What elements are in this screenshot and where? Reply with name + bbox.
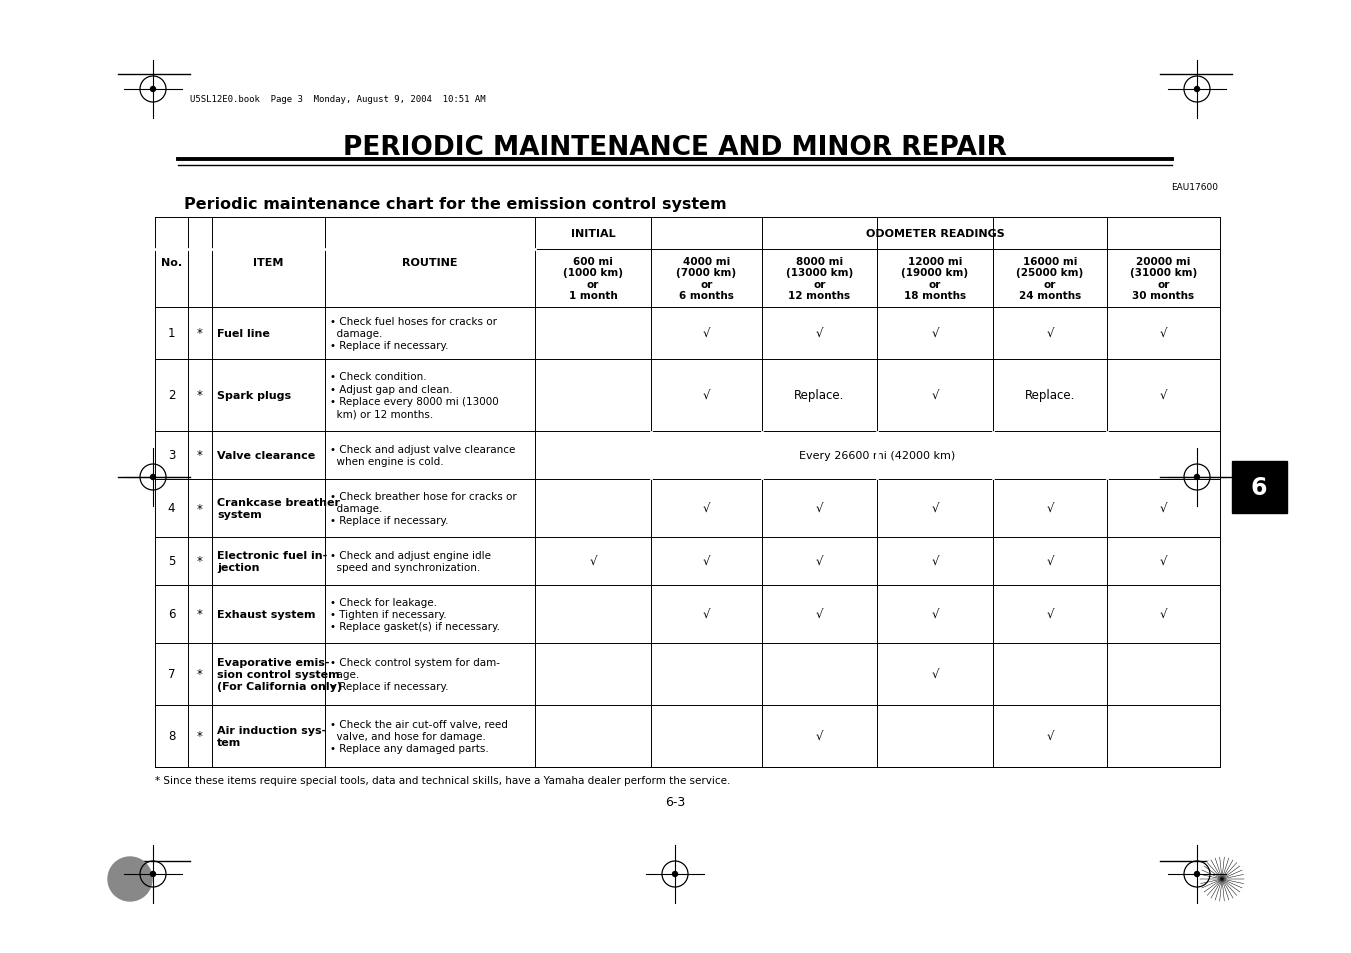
Text: 5: 5	[168, 555, 176, 568]
Text: • Check for leakage.
• Tighten if necessary.
• Replace gasket(s) if necessary.: • Check for leakage. • Tighten if necess…	[330, 597, 500, 632]
Text: PERIODIC MAINTENANCE AND MINOR REPAIR: PERIODIC MAINTENANCE AND MINOR REPAIR	[343, 135, 1006, 161]
Bar	[1232, 461, 1288, 514]
Text: √: √	[816, 327, 823, 340]
Text: *: *	[197, 389, 203, 402]
Text: • Check fuel hoses for cracks or
  damage.
• Replace if necessary.: • Check fuel hoses for cracks or damage.…	[330, 316, 497, 351]
Text: √: √	[816, 502, 823, 515]
Text: 4: 4	[168, 502, 176, 515]
Text: √: √	[931, 502, 939, 515]
Text: U5SL12E0.book  Page 3  Monday, August 9, 2004  10:51 AM: U5SL12E0.book Page 3 Monday, August 9, 2…	[190, 95, 485, 105]
Text: Fuel line: Fuel line	[218, 329, 270, 338]
Text: Spark plugs: Spark plugs	[218, 391, 290, 400]
Text: Exhaust system: Exhaust system	[218, 609, 316, 619]
Text: √: √	[1159, 608, 1167, 620]
Text: ODOMETER READINGS: ODOMETER READINGS	[866, 229, 1005, 239]
Text: 7: 7	[168, 668, 176, 680]
Circle shape	[108, 857, 153, 901]
Text: √: √	[1159, 389, 1167, 402]
Text: √: √	[931, 327, 939, 340]
Circle shape	[1194, 475, 1200, 480]
Text: 3: 3	[168, 449, 176, 462]
Text: 8: 8	[168, 730, 176, 742]
Text: √: √	[816, 730, 823, 742]
Text: • Check control system for dam-
  age.
• Replace if necessary.: • Check control system for dam- age. • R…	[330, 657, 500, 692]
Text: • Check condition.
• Adjust gap and clean.
• Replace every 8000 mi (13000
  km) : • Check condition. • Adjust gap and clea…	[330, 372, 499, 419]
Text: 16000 mi
(25000 km)
or
24 months: 16000 mi (25000 km) or 24 months	[1016, 256, 1084, 301]
Text: √: √	[1159, 327, 1167, 340]
Text: √: √	[703, 502, 711, 515]
Text: √: √	[703, 389, 711, 402]
Text: • Check and adjust engine idle
  speed and synchronization.: • Check and adjust engine idle speed and…	[330, 550, 490, 573]
Circle shape	[673, 872, 677, 877]
Text: √: √	[931, 668, 939, 680]
Text: √: √	[703, 555, 711, 568]
Text: *: *	[197, 327, 203, 340]
Text: *: *	[197, 730, 203, 742]
Text: *: *	[197, 608, 203, 620]
Text: √: √	[703, 608, 711, 620]
Text: *: *	[197, 668, 203, 680]
Text: Valve clearance: Valve clearance	[218, 451, 315, 460]
Text: *: *	[197, 502, 203, 515]
Text: 2: 2	[168, 389, 176, 402]
Text: 600 mi
(1000 km)
or
1 month: 600 mi (1000 km) or 1 month	[563, 256, 623, 301]
Text: ITEM: ITEM	[254, 257, 284, 268]
Text: Periodic maintenance chart for the emission control system: Periodic maintenance chart for the emiss…	[184, 197, 727, 213]
Text: EAU17600: EAU17600	[1171, 183, 1219, 193]
Text: • Check the air cut-off valve, reed
  valve, and hose for damage.
• Replace any : • Check the air cut-off valve, reed valv…	[330, 719, 508, 754]
Text: √: √	[931, 555, 939, 568]
Text: Replace.: Replace.	[1025, 389, 1075, 402]
Text: * Since these items require special tools, data and technical skills, have a Yam: * Since these items require special tool…	[155, 775, 731, 785]
Text: • Check and adjust valve clearance
  when engine is cold.: • Check and adjust valve clearance when …	[330, 444, 515, 467]
Text: 12000 mi
(19000 km)
or
18 months: 12000 mi (19000 km) or 18 months	[901, 256, 969, 301]
Text: Crankcase breather
system: Crankcase breather system	[218, 497, 340, 519]
Text: √: √	[1046, 730, 1054, 742]
Text: √: √	[816, 555, 823, 568]
Circle shape	[1194, 88, 1200, 92]
Text: √: √	[589, 555, 597, 568]
Text: 4000 mi
(7000 km)
or
6 months: 4000 mi (7000 km) or 6 months	[677, 256, 736, 301]
Text: *: *	[197, 555, 203, 568]
Circle shape	[1194, 872, 1200, 877]
Text: 1: 1	[168, 327, 176, 340]
Text: √: √	[1046, 327, 1054, 340]
Text: √: √	[931, 608, 939, 620]
Text: Every 26600 mi (42000 km): Every 26600 mi (42000 km)	[800, 451, 955, 460]
Circle shape	[150, 475, 155, 480]
Text: 6: 6	[1251, 476, 1267, 499]
Text: √: √	[816, 608, 823, 620]
Text: √: √	[1046, 608, 1054, 620]
Text: √: √	[1159, 555, 1167, 568]
Text: √: √	[1046, 555, 1054, 568]
Text: • Check breather hose for cracks or
  damage.
• Replace if necessary.: • Check breather hose for cracks or dama…	[330, 491, 516, 526]
Text: 8000 mi
(13000 km)
or
12 months: 8000 mi (13000 km) or 12 months	[786, 256, 852, 301]
Text: Electronic fuel in-
jection: Electronic fuel in- jection	[218, 550, 327, 573]
Text: 20000 mi
(31000 km)
or
30 months: 20000 mi (31000 km) or 30 months	[1129, 256, 1197, 301]
Text: *: *	[197, 449, 203, 462]
Text: √: √	[703, 327, 711, 340]
Text: Replace.: Replace.	[794, 389, 844, 402]
Text: 6-3: 6-3	[665, 796, 685, 809]
Circle shape	[150, 88, 155, 92]
Text: Air induction sys-
tem: Air induction sys- tem	[218, 725, 326, 747]
Circle shape	[1200, 857, 1244, 901]
Text: INITIAL: INITIAL	[570, 229, 615, 239]
Text: √: √	[1159, 502, 1167, 515]
Text: √: √	[931, 389, 939, 402]
Text: ROUTINE: ROUTINE	[403, 257, 458, 268]
Text: √: √	[1046, 502, 1054, 515]
Text: No.: No.	[161, 257, 182, 268]
Text: 6: 6	[168, 608, 176, 620]
Text: Evaporative emis-
sion control system
(For California only): Evaporative emis- sion control system (F…	[218, 657, 342, 692]
Circle shape	[150, 872, 155, 877]
